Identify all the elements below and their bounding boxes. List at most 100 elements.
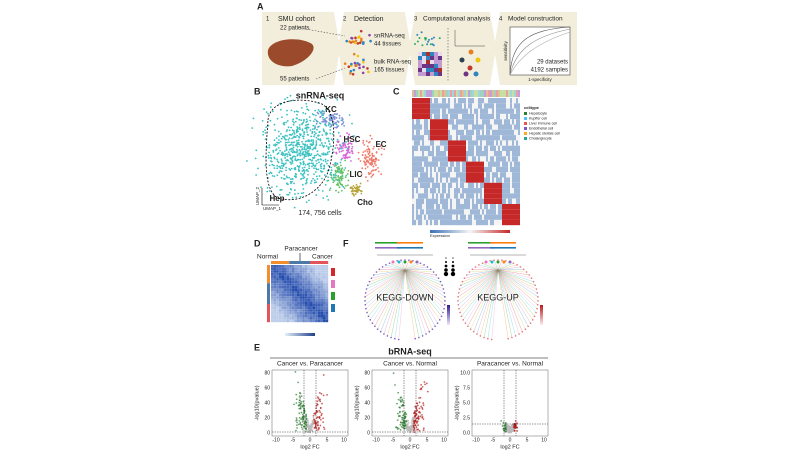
term-dot bbox=[415, 260, 419, 264]
x-tick-label: 0 bbox=[509, 437, 512, 443]
heat-cell bbox=[508, 209, 510, 215]
heat-cell bbox=[476, 145, 478, 151]
cell-point bbox=[338, 151, 341, 153]
heat-cell bbox=[510, 119, 512, 125]
heat-cell bbox=[426, 151, 428, 157]
cell-point bbox=[337, 184, 340, 187]
heat-cell bbox=[446, 204, 448, 210]
corr-cell bbox=[281, 301, 284, 304]
gene-dot bbox=[385, 264, 387, 266]
cell-point bbox=[304, 150, 307, 153]
cell-point bbox=[312, 113, 315, 116]
heat-cell bbox=[442, 145, 444, 151]
gene-dot bbox=[437, 277, 440, 280]
cluster-dot bbox=[431, 43, 434, 46]
corr-cell bbox=[307, 296, 310, 299]
gene-dot bbox=[364, 296, 366, 298]
heat-cell bbox=[496, 193, 498, 199]
cell-point bbox=[270, 160, 273, 163]
gene-point bbox=[314, 413, 317, 416]
corr-cell bbox=[286, 304, 290, 307]
cell-point bbox=[355, 184, 358, 186]
link bbox=[404, 269, 416, 339]
heat-cell bbox=[428, 193, 430, 199]
heat-cell bbox=[508, 219, 510, 226]
cell-point bbox=[340, 158, 343, 161]
link bbox=[368, 269, 406, 317]
corr-cell bbox=[312, 311, 316, 315]
corr-cell bbox=[317, 283, 321, 286]
heat-cell bbox=[482, 219, 484, 226]
heat-cell bbox=[436, 151, 438, 157]
heat-cell bbox=[478, 166, 480, 173]
corr-cell bbox=[278, 319, 282, 323]
heat-cell bbox=[438, 204, 440, 210]
heat-cell bbox=[480, 161, 482, 167]
heat-cell bbox=[444, 172, 446, 178]
corr-cell bbox=[291, 283, 295, 286]
cell-point bbox=[304, 127, 307, 130]
heat-cell bbox=[442, 172, 444, 178]
heat-cell bbox=[422, 103, 424, 109]
heat-cell bbox=[440, 145, 442, 151]
gene-dot bbox=[490, 338, 493, 341]
corr-cell bbox=[281, 278, 284, 281]
gene-dot bbox=[472, 330, 475, 333]
size-key bbox=[445, 257, 447, 259]
heat-cell bbox=[432, 129, 434, 136]
heat-cell bbox=[488, 135, 490, 141]
cell-point bbox=[326, 153, 329, 156]
corr-cell bbox=[307, 298, 310, 302]
heat-cell bbox=[470, 188, 472, 194]
link bbox=[404, 269, 446, 301]
heat-cell bbox=[498, 140, 500, 146]
cell-point bbox=[366, 165, 369, 168]
cell-point bbox=[365, 176, 367, 178]
heat-cell bbox=[518, 135, 520, 141]
cell-point bbox=[322, 145, 325, 148]
cell-point bbox=[342, 149, 344, 152]
link bbox=[400, 260, 406, 271]
gene-point bbox=[421, 413, 423, 416]
cell-point bbox=[383, 148, 386, 151]
gene-point bbox=[301, 418, 304, 421]
cell-point bbox=[345, 174, 348, 177]
heat-cell bbox=[468, 219, 470, 226]
roc-curve bbox=[509, 31, 571, 76]
corr-cell bbox=[302, 291, 305, 294]
heat-cell bbox=[480, 156, 482, 162]
corr-cell bbox=[271, 267, 274, 271]
heat-cell bbox=[500, 103, 502, 109]
gene-point bbox=[420, 405, 423, 408]
heat-cell bbox=[416, 108, 418, 114]
cell-point bbox=[294, 155, 297, 158]
heat-cell bbox=[442, 98, 444, 104]
cell-point bbox=[282, 153, 285, 155]
heat-cell bbox=[418, 52, 422, 56]
x-tick-label: -10 bbox=[272, 437, 279, 443]
heat-cell bbox=[454, 129, 456, 136]
corr-cell bbox=[323, 319, 326, 323]
heat-cell bbox=[462, 182, 464, 189]
corr-cell bbox=[284, 293, 287, 297]
link bbox=[365, 269, 406, 297]
cell-point bbox=[296, 145, 299, 148]
cell-point bbox=[254, 157, 257, 160]
gene-point bbox=[310, 429, 313, 432]
heat-cell bbox=[514, 103, 516, 109]
corr-cell bbox=[297, 311, 300, 315]
link bbox=[497, 269, 531, 324]
heat-cell bbox=[464, 108, 466, 114]
heat-cell bbox=[516, 135, 518, 141]
gene-point bbox=[413, 419, 416, 422]
gene-point bbox=[318, 416, 321, 419]
heat-cell bbox=[472, 145, 474, 151]
heat-cell bbox=[466, 98, 468, 104]
corr-cell bbox=[320, 283, 323, 286]
heat-cell bbox=[464, 135, 466, 141]
corr-cell bbox=[315, 301, 318, 304]
heat-cell bbox=[428, 209, 430, 215]
cell-point bbox=[302, 137, 305, 140]
heat-cell bbox=[518, 204, 520, 210]
cell-point bbox=[273, 157, 276, 160]
